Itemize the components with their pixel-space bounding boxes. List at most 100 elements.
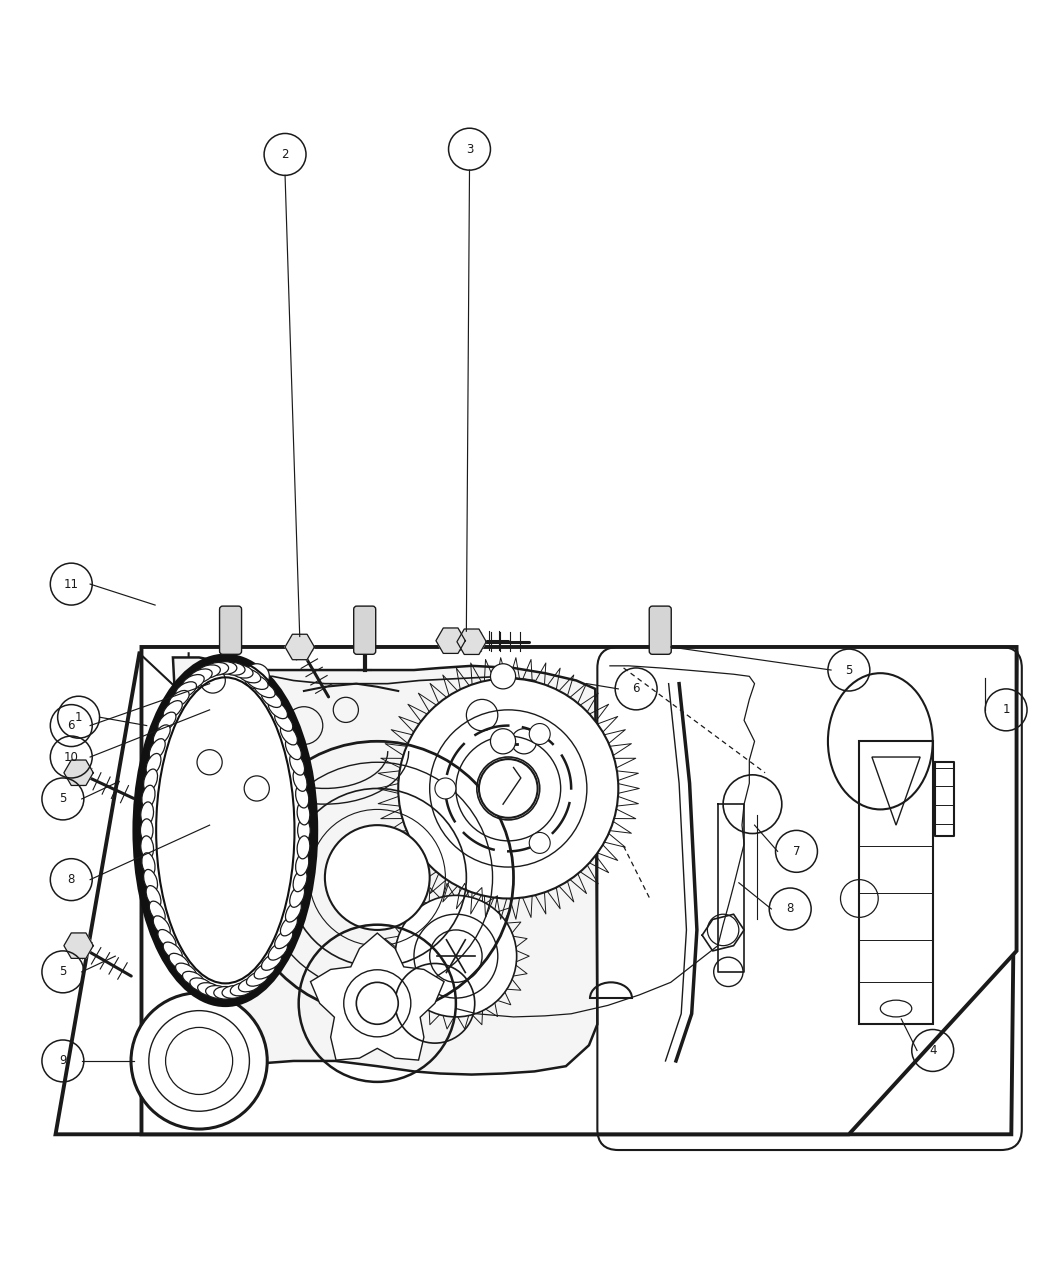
Ellipse shape (182, 971, 204, 987)
Ellipse shape (153, 724, 170, 745)
FancyBboxPatch shape (353, 606, 375, 654)
Ellipse shape (140, 819, 153, 841)
Ellipse shape (285, 738, 302, 760)
Circle shape (490, 663, 516, 689)
Circle shape (244, 663, 269, 689)
Ellipse shape (198, 665, 220, 679)
Ellipse shape (289, 754, 305, 775)
Ellipse shape (231, 665, 253, 679)
Circle shape (479, 759, 538, 817)
Ellipse shape (246, 675, 268, 690)
Polygon shape (436, 628, 465, 653)
Ellipse shape (255, 964, 275, 979)
Ellipse shape (153, 915, 170, 936)
Polygon shape (56, 653, 1017, 1134)
Text: 5: 5 (59, 792, 67, 806)
Polygon shape (141, 647, 1017, 1134)
Ellipse shape (285, 901, 302, 922)
Ellipse shape (255, 682, 275, 698)
Text: 6: 6 (632, 682, 640, 695)
Ellipse shape (158, 929, 176, 948)
Circle shape (197, 750, 222, 775)
Ellipse shape (298, 802, 310, 825)
Ellipse shape (205, 662, 228, 675)
Ellipse shape (281, 724, 298, 745)
Text: 10: 10 (64, 751, 79, 764)
Ellipse shape (141, 785, 155, 808)
Ellipse shape (246, 971, 268, 987)
Text: 7: 7 (792, 845, 801, 858)
Ellipse shape (214, 987, 237, 999)
Ellipse shape (222, 985, 245, 998)
Ellipse shape (231, 983, 253, 995)
Ellipse shape (169, 953, 189, 970)
Ellipse shape (296, 785, 309, 808)
Text: 5: 5 (845, 663, 853, 676)
Ellipse shape (182, 675, 204, 690)
Circle shape (356, 983, 398, 1025)
Circle shape (395, 895, 517, 1017)
Ellipse shape (298, 819, 310, 841)
Text: 1: 1 (74, 710, 83, 723)
Ellipse shape (296, 853, 309, 876)
Text: 1: 1 (1002, 704, 1010, 717)
Ellipse shape (190, 978, 212, 992)
Polygon shape (457, 629, 486, 654)
Ellipse shape (144, 769, 157, 792)
Text: 2: 2 (281, 148, 289, 160)
Ellipse shape (140, 802, 153, 825)
Ellipse shape (262, 953, 282, 970)
Ellipse shape (158, 712, 176, 731)
Ellipse shape (281, 915, 298, 936)
Polygon shape (64, 760, 93, 785)
Ellipse shape (149, 901, 166, 922)
Ellipse shape (198, 983, 220, 995)
FancyBboxPatch shape (219, 606, 241, 654)
Ellipse shape (275, 929, 292, 948)
Ellipse shape (149, 738, 166, 760)
Ellipse shape (146, 886, 161, 908)
Ellipse shape (222, 662, 245, 675)
Polygon shape (173, 657, 597, 1074)
Ellipse shape (163, 942, 182, 960)
Ellipse shape (205, 985, 228, 998)
Ellipse shape (239, 978, 261, 992)
Circle shape (325, 825, 430, 931)
Circle shape (398, 679, 618, 899)
Circle shape (529, 833, 550, 853)
Ellipse shape (268, 942, 287, 960)
Text: 11: 11 (64, 578, 79, 591)
Ellipse shape (176, 682, 196, 698)
Ellipse shape (144, 869, 157, 891)
Ellipse shape (169, 690, 189, 708)
Ellipse shape (147, 668, 304, 993)
Ellipse shape (293, 869, 307, 891)
Text: 3: 3 (465, 143, 474, 155)
Text: 5: 5 (59, 965, 67, 979)
Ellipse shape (146, 754, 161, 775)
Ellipse shape (140, 836, 153, 859)
Ellipse shape (289, 886, 305, 908)
Circle shape (490, 728, 516, 754)
Circle shape (435, 778, 456, 799)
Text: 8: 8 (67, 873, 75, 886)
Circle shape (244, 775, 269, 801)
Circle shape (529, 723, 550, 745)
Ellipse shape (163, 700, 182, 719)
Ellipse shape (190, 668, 212, 682)
Polygon shape (310, 933, 444, 1060)
Ellipse shape (275, 712, 292, 731)
Polygon shape (64, 933, 93, 959)
Circle shape (200, 668, 225, 693)
Text: 9: 9 (59, 1054, 67, 1068)
Ellipse shape (262, 690, 282, 708)
Circle shape (132, 994, 266, 1128)
Ellipse shape (268, 700, 287, 719)
Polygon shape (285, 634, 314, 659)
Ellipse shape (176, 964, 196, 979)
Text: 6: 6 (67, 719, 75, 732)
Text: 8: 8 (786, 903, 794, 915)
Text: 4: 4 (929, 1044, 937, 1057)
Ellipse shape (239, 668, 261, 682)
Ellipse shape (214, 662, 237, 675)
